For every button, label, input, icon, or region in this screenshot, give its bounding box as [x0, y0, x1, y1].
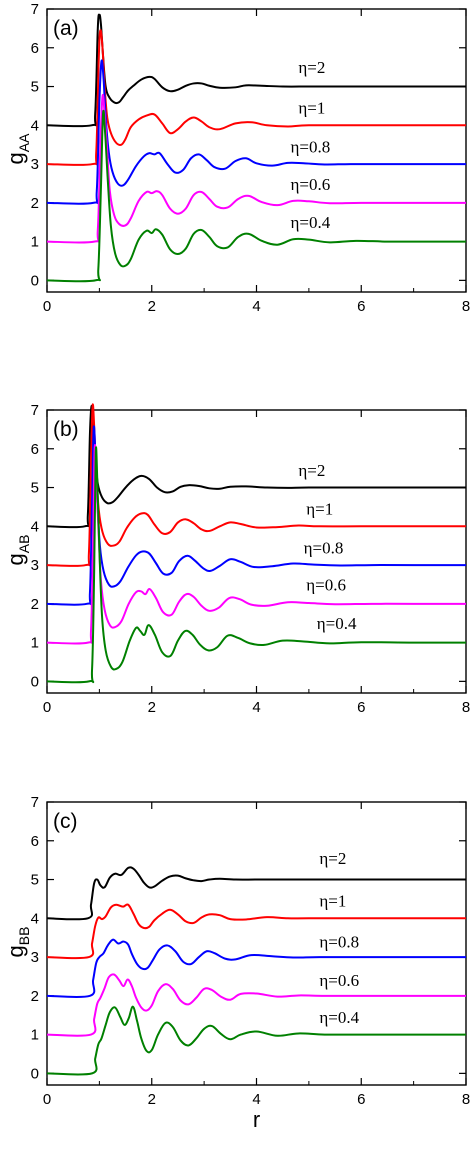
panel-3-series-line-1 — [46, 866, 466, 921]
panel-1-ylabel-sub: AA — [16, 133, 32, 152]
panel-3-ytick-label: 1 — [31, 1027, 39, 1044]
panel-2-ytick-label: 1 — [31, 635, 39, 652]
panel-3-xtick-label: 0 — [43, 1091, 51, 1108]
panel-3-series-line-5 — [46, 1005, 466, 1076]
panel-1-series-label-3: η=0.8 — [291, 137, 331, 156]
panel-2-xtick-label: 2 — [148, 699, 156, 716]
panel-2-series-line-1 — [46, 404, 466, 529]
panel-1-xtick-label: 8 — [462, 298, 470, 315]
panel-1-ytick-label: 0 — [31, 272, 39, 289]
panel-3-series-label-4: η=0.6 — [319, 971, 359, 990]
panel-3-xtick-label: 2 — [148, 1091, 156, 1108]
panel-1-ytick-label: 2 — [31, 195, 39, 212]
panel-1-ytick-label: 5 — [31, 79, 39, 96]
panel-2-series-line-3 — [46, 425, 466, 606]
panel-2-series-label-5: η=0.4 — [317, 614, 357, 633]
panel-3-series-label-2: η=1 — [319, 892, 346, 911]
panel-3-ytick-label: 4 — [31, 910, 39, 927]
panel-3-ylabel-sub: BB — [16, 927, 32, 946]
panel-3-series-line-4 — [46, 973, 466, 1037]
panel-2-ytick-label: 5 — [31, 480, 39, 497]
panel-3-panel-label: (c) — [53, 810, 78, 833]
panel-2-ytick-label: 3 — [31, 557, 39, 574]
panel-3-ytick-label: 6 — [31, 833, 39, 850]
panel-2-ylabel: gAB — [3, 535, 32, 566]
panel-3-series-line-3 — [46, 938, 466, 999]
panel-1-ytick-label: 1 — [31, 234, 39, 251]
panel-1-xtick-label: 2 — [148, 298, 156, 315]
panel-1-series-label-4: η=0.6 — [291, 175, 331, 194]
panel-1-ytick-label: 7 — [31, 1, 39, 18]
panel-2-xtick-label: 4 — [252, 699, 260, 716]
panel-2-ylabel-main: g — [3, 553, 28, 565]
panel-3-xtick-label: 8 — [462, 1091, 470, 1108]
panel-3-xtick-label: 6 — [357, 1091, 365, 1108]
panel-3-ylabel: gBB — [3, 927, 32, 958]
panel-3-series-label-5: η=0.4 — [319, 1008, 359, 1027]
panel-2-series-label-1: η=2 — [298, 461, 325, 480]
panel-3-ytick-label: 2 — [31, 988, 39, 1005]
panel-2-ytick-label: 0 — [31, 673, 39, 690]
panel-2-ytick-label: 7 — [31, 402, 39, 419]
panel-3-xtick-label: 4 — [252, 1091, 260, 1108]
panel-1-ytick-label: 3 — [31, 156, 39, 173]
panel-1-xtick-label: 0 — [43, 298, 51, 315]
panel-2-series-label-3: η=0.8 — [304, 538, 344, 557]
panel-3-ytick-label: 5 — [31, 872, 39, 889]
panel-1-ylabel-main: g — [3, 152, 28, 164]
panel-2-series-line-4 — [46, 444, 466, 645]
panel-2-xtick-label: 8 — [462, 699, 470, 716]
panel-3-series-label-1: η=2 — [319, 849, 346, 868]
panel-2-frame — [46, 409, 467, 694]
panel-2-series-label-4: η=0.6 — [306, 575, 346, 594]
panel-2-series-line-2 — [46, 403, 466, 567]
panel-1-ytick-label: 6 — [31, 40, 39, 57]
panel-2-xtick-label: 0 — [43, 699, 51, 716]
panel-1-panel-label: (a) — [53, 17, 79, 40]
panel-2-ytick-label: 4 — [31, 518, 39, 535]
panel-1-xtick-label: 4 — [252, 298, 260, 315]
panel-2-series-line-5 — [46, 446, 467, 684]
panel-1-series-label-5: η=0.4 — [291, 213, 331, 232]
panel-3-series-label-3: η=0.8 — [319, 932, 359, 951]
panel-2-ytick-label: 6 — [31, 441, 39, 458]
panel-1-ytick-label: 4 — [31, 117, 39, 134]
panel-2-series-label-2: η=1 — [306, 500, 333, 519]
panel-1-series-line-1 — [46, 13, 466, 128]
panel-3-series-line-2 — [46, 903, 466, 960]
panel-1-xtick-label: 6 — [357, 298, 365, 315]
panel-3-ytick-label: 0 — [31, 1065, 39, 1082]
panel-2-ylabel-sub: AB — [16, 535, 32, 554]
panel-3-ytick-label: 3 — [31, 949, 39, 966]
panel-1-frame — [46, 8, 467, 293]
panel-1-ylabel: gAA — [3, 133, 32, 165]
panel-1-series-line-5 — [46, 109, 466, 283]
panel-3-ylabel-main: g — [3, 945, 28, 957]
panel-2-panel-label: (b) — [53, 418, 79, 441]
panel-3-xlabel: r — [253, 1107, 260, 1132]
panel-1-series-label-2: η=1 — [298, 99, 325, 118]
panel-1-series-line-2 — [46, 29, 466, 166]
panel-1-series-label-1: η=2 — [298, 58, 325, 77]
panel-3-ytick-label: 7 — [31, 794, 39, 811]
panel-2-xtick-label: 6 — [357, 699, 365, 716]
panel-2-ytick-label: 2 — [31, 596, 39, 613]
